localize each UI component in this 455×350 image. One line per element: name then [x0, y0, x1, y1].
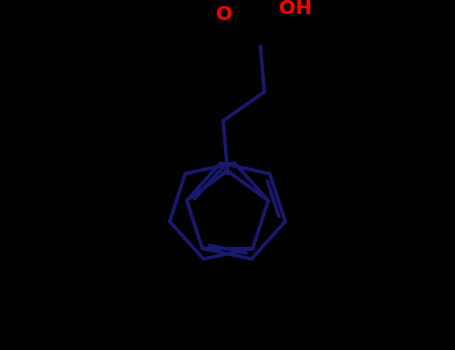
Text: OH: OH: [278, 0, 311, 18]
Text: O: O: [216, 5, 233, 24]
Text: N: N: [219, 164, 230, 178]
